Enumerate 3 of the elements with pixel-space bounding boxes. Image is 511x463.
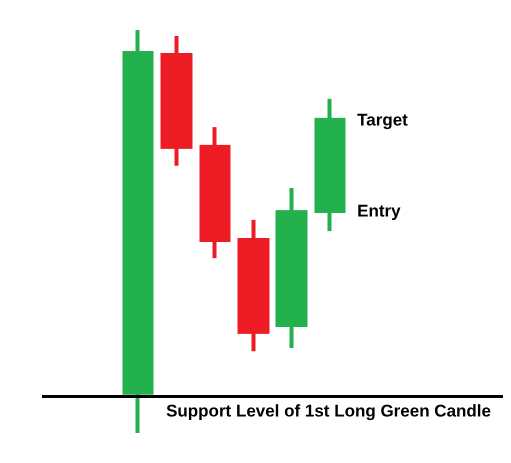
ref-line-label: Support Level of 1st Long Green Candle — [166, 402, 491, 421]
text: Entry — [357, 201, 402, 220]
text: Target — [357, 110, 408, 130]
